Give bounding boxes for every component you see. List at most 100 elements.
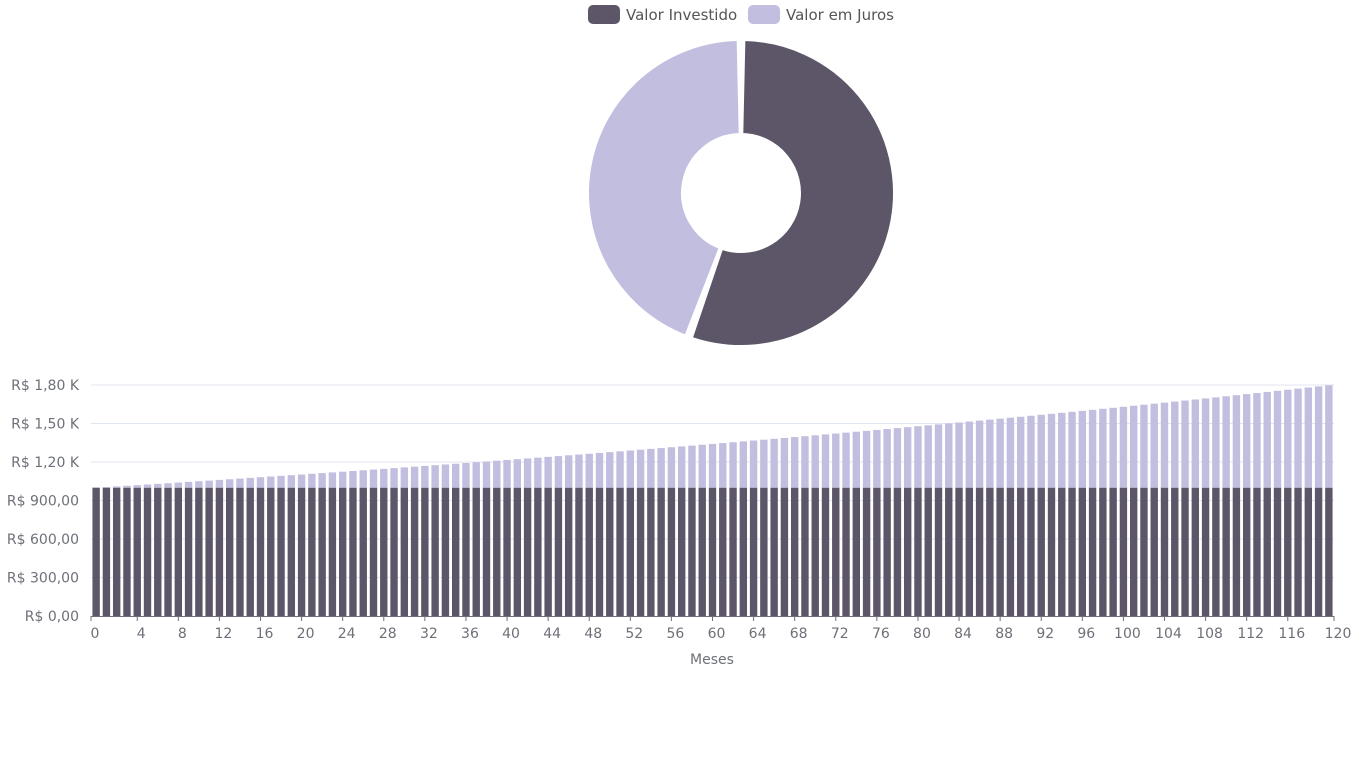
bar-valor-em-juros[interactable] <box>359 470 367 488</box>
bar-valor-em-juros[interactable] <box>893 428 902 488</box>
bar-valor-investido[interactable] <box>472 487 480 616</box>
bar-valor-investido[interactable] <box>359 487 367 616</box>
bar-valor-em-juros[interactable] <box>380 468 388 488</box>
bar-valor-em-juros[interactable] <box>883 429 891 488</box>
bar-valor-investido[interactable] <box>554 487 563 616</box>
bar-valor-em-juros[interactable] <box>760 439 768 488</box>
bar-valor-em-juros[interactable] <box>955 422 963 488</box>
bar-valor-em-juros[interactable] <box>277 475 285 488</box>
bar-valor-investido[interactable] <box>934 487 943 616</box>
bar-valor-investido[interactable] <box>986 487 994 616</box>
bar-valor-em-juros[interactable] <box>318 473 326 488</box>
bar-valor-investido[interactable] <box>318 487 326 616</box>
bar-valor-em-juros[interactable] <box>595 452 604 488</box>
bar-valor-investido[interactable] <box>636 487 645 616</box>
bar-valor-em-juros[interactable] <box>1171 401 1179 488</box>
bar-valor-em-juros[interactable] <box>1325 385 1333 488</box>
bar-valor-em-juros[interactable] <box>421 465 429 488</box>
bar-valor-em-juros[interactable] <box>472 462 480 488</box>
bar-valor-em-juros[interactable] <box>534 457 542 488</box>
bar-valor-em-juros[interactable] <box>606 452 614 488</box>
bar-valor-em-juros[interactable] <box>195 481 203 488</box>
bar-valor-investido[interactable] <box>647 487 655 616</box>
bar-valor-em-juros[interactable] <box>1150 403 1158 488</box>
bar-valor-em-juros[interactable] <box>1201 398 1210 488</box>
bar-valor-investido[interactable] <box>575 487 583 616</box>
bar-valor-em-juros[interactable] <box>174 482 183 488</box>
bar-valor-investido[interactable] <box>523 487 532 616</box>
bar-valor-investido[interactable] <box>801 487 809 616</box>
bar-valor-em-juros[interactable] <box>986 419 994 488</box>
bar-valor-investido[interactable] <box>1006 487 1015 616</box>
bar-valor-investido[interactable] <box>462 487 470 616</box>
bar-valor-em-juros[interactable] <box>112 486 121 488</box>
bar-valor-investido[interactable] <box>1119 487 1128 616</box>
bar-valor-em-juros[interactable] <box>1181 400 1189 488</box>
bar-valor-investido[interactable] <box>123 487 131 616</box>
bar-valor-em-juros[interactable] <box>225 479 234 488</box>
bar-valor-em-juros[interactable] <box>914 426 922 488</box>
bar-valor-em-juros[interactable] <box>924 425 932 488</box>
bar-valor-em-juros[interactable] <box>636 449 645 488</box>
bar-valor-em-juros[interactable] <box>1047 413 1056 488</box>
bar-valor-investido[interactable] <box>1212 487 1220 616</box>
bar-valor-investido[interactable] <box>606 487 614 616</box>
bar-valor-investido[interactable] <box>1068 487 1076 616</box>
bar-valor-investido[interactable] <box>842 487 850 616</box>
bar-valor-investido[interactable] <box>493 487 501 616</box>
bar-valor-em-juros[interactable] <box>297 474 306 488</box>
bar-valor-investido[interactable] <box>143 487 152 616</box>
bar-valor-investido[interactable] <box>955 487 963 616</box>
donut-slice-valor-investido[interactable] <box>690 39 895 347</box>
bar-valor-investido[interactable] <box>1325 487 1333 616</box>
bar-valor-investido[interactable] <box>92 487 100 616</box>
bar-valor-em-juros[interactable] <box>400 467 409 488</box>
bar-valor-investido[interactable] <box>184 487 193 616</box>
bar-valor-investido[interactable] <box>688 487 696 616</box>
bar-valor-em-juros[interactable] <box>390 468 398 488</box>
bar-valor-investido[interactable] <box>852 487 861 616</box>
bar-valor-investido[interactable] <box>267 487 275 616</box>
bar-valor-em-juros[interactable] <box>246 477 254 488</box>
bar-valor-investido[interactable] <box>164 487 172 616</box>
bar-valor-em-juros[interactable] <box>1068 411 1076 488</box>
bar-valor-investido[interactable] <box>1078 487 1087 616</box>
bar-valor-investido[interactable] <box>975 487 984 616</box>
bar-valor-em-juros[interactable] <box>780 437 789 488</box>
bar-valor-investido[interactable] <box>1242 487 1251 616</box>
bar-valor-em-juros[interactable] <box>626 450 635 488</box>
bar-valor-investido[interactable] <box>133 487 141 616</box>
bar-valor-em-juros[interactable] <box>821 434 830 488</box>
bar-valor-investido[interactable] <box>441 487 450 616</box>
bar-valor-investido[interactable] <box>534 487 542 616</box>
bar-valor-investido[interactable] <box>965 487 974 616</box>
bar-valor-em-juros[interactable] <box>503 459 511 488</box>
legend[interactable]: Valor Investido Valor em Juros <box>588 5 894 24</box>
bar-valor-em-juros[interactable] <box>1294 388 1302 488</box>
bar-valor-em-juros[interactable] <box>811 435 819 488</box>
bar-valor-investido[interactable] <box>811 487 819 616</box>
bar-valor-investido[interactable] <box>1294 487 1302 616</box>
bar-valor-investido[interactable] <box>277 487 285 616</box>
donut-slice-valor-em-juros[interactable] <box>587 39 741 337</box>
bar-valor-investido[interactable] <box>225 487 234 616</box>
bar-valor-investido[interactable] <box>729 487 737 616</box>
bar-valor-em-juros[interactable] <box>523 458 532 488</box>
bar-valor-investido[interactable] <box>790 487 799 616</box>
bar-valor-em-juros[interactable] <box>965 421 974 488</box>
bar-valor-investido[interactable] <box>626 487 635 616</box>
bar-valor-investido[interactable] <box>739 487 748 616</box>
bar-valor-em-juros[interactable] <box>996 418 1004 488</box>
bar-valor-em-juros[interactable] <box>1304 387 1313 488</box>
bar-valor-investido[interactable] <box>585 487 593 616</box>
bar-valor-em-juros[interactable] <box>1222 396 1230 488</box>
bar-valor-investido[interactable] <box>431 487 439 616</box>
bar-valor-em-juros[interactable] <box>647 448 655 488</box>
bar-valor-investido[interactable] <box>1109 487 1117 616</box>
bar-valor-em-juros[interactable] <box>544 456 552 488</box>
bar-valor-em-juros[interactable] <box>1037 414 1045 488</box>
bar-valor-investido[interactable] <box>215 487 224 616</box>
bar-valor-investido[interactable] <box>1140 487 1148 616</box>
bar-valor-investido[interactable] <box>410 487 419 616</box>
bar-valor-investido[interactable] <box>914 487 922 616</box>
